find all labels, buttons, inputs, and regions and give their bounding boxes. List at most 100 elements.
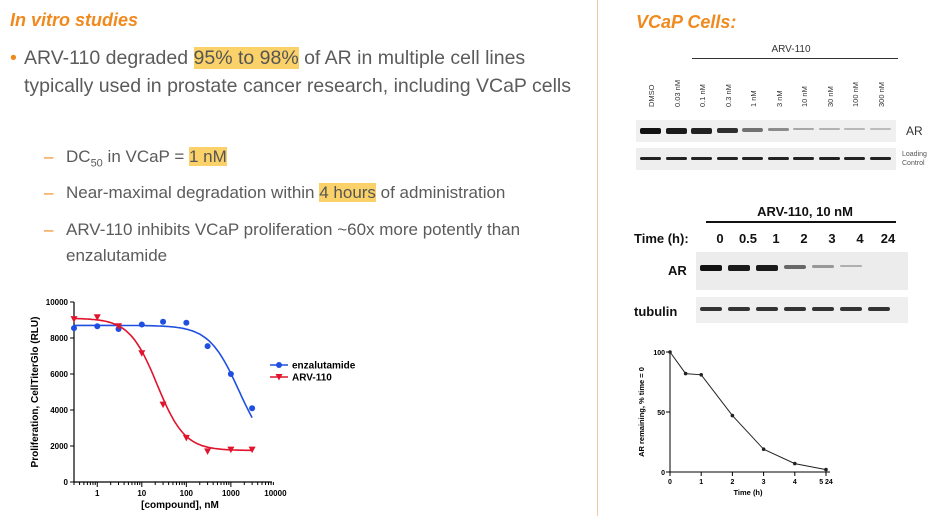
blot2-time-label: Time (h): [634,231,689,246]
time-course-point [668,350,672,354]
blot2-tubulin-band [700,307,722,311]
data-point-enzalutamide [71,325,77,332]
blot1-ar-band [869,128,891,130]
time-course-point [683,371,688,376]
y-tick-label: 2000 [50,442,68,451]
y-tick-label: 0 [661,470,665,477]
blot1-lane-label: 10 nM [800,86,809,107]
blot1-loading-band [869,157,891,160]
blot1-lane-label: 300 nM [876,81,886,107]
dc-highlight: 1 nM [188,147,227,166]
time-course-chart: 0 50 100 0 1 2 3 4 5 24 Time (h) AR remaining, % t… [637,350,833,497]
blot2-time-value: 2 [800,231,808,246]
blot2-ar-band [756,265,778,271]
x-tick-label: 0 [668,479,672,486]
fit-curve-arv-110 [73,317,253,452]
data-point-enzalutamide [227,371,234,377]
y-tick-label: 6000 [50,370,68,379]
legend-marker [275,374,283,381]
blot1-loading-band [767,157,789,160]
x-axis-label: Time (h) [733,488,763,497]
blot2-time-value: 3 [828,231,836,246]
data-point-arv-110 [227,446,235,454]
x-tick-label: 2 [730,479,734,486]
blot2-ar-band [784,265,806,269]
data-point-enzalutamide [249,405,256,412]
blot2-title-line [706,221,896,223]
blot1-loading-band [742,157,763,160]
blot1-ar-band [742,128,763,132]
time-highlight: 4 hours [319,183,376,202]
section-heading: In vitro studies [10,10,139,30]
blot1-loading-band [716,157,738,160]
blot2-time-value: 0.5 [738,231,758,246]
blot2-title: ARV-110, 10 nM [757,204,853,219]
x-axis-label: [compound], nM [141,500,219,511]
time-course-point [730,413,735,418]
x-tick-label: 10000 [264,489,287,498]
blot1-loading-band [818,157,840,160]
time-course-point [793,461,797,466]
x-tick-label: 100 [180,489,194,498]
y-tick-label: 4000 [50,406,68,415]
blot1-ar-band [767,128,789,131]
blot2-tubulin-band [728,307,750,311]
data-point-arv-110 [204,448,212,455]
time-course-point [699,373,703,377]
y-axis-label: Proliferation, CellTiterGlo (RLU) [30,317,41,468]
data-point-enzalutamide [183,319,190,326]
blot1-group-line [692,58,898,59]
blot1-ar-strip [636,120,896,142]
sub-dash: – [44,147,54,166]
dc-mid: in VCaP = [102,147,189,166]
y-tick-label: 10000 [46,298,69,307]
data-point-enzalutamide [160,318,167,325]
data-point-arv-110 [182,434,190,442]
blot2-ar-strip [696,252,908,290]
x-tick-label: 1 [95,489,100,498]
blot1-loading-strip [636,148,896,170]
y-tick-label: 50 [657,410,665,417]
data-point-arv-110 [248,446,256,454]
blot1-loading-label: Loading Control [902,150,927,168]
blot1-group-label: ARV-110 [771,44,811,55]
blot2-tubulin-label: tubulin [634,304,678,319]
blot1-ar-band [844,128,865,130]
column-divider [597,0,598,516]
blot1-lane-label: DMSO [647,84,656,108]
data-point-arv-110 [115,323,123,330]
vcap-heading: VCaP Cells: [636,12,737,32]
blot2-ar-band [840,265,862,267]
data-point-enzalutamide [94,323,101,330]
blot1-ar-band [818,128,840,130]
sub-dash: – [44,220,54,239]
x-tick-label: 1000 [222,489,240,498]
y-tick-label: 0 [64,478,69,487]
blot1-lane-label: 0.3 nM [723,84,733,107]
blot2-tubulin-band [756,307,778,311]
blot2-time-value: 24 [880,231,896,246]
blot1-loading-band [691,157,712,160]
data-point-enzalutamide [204,343,211,350]
blot1-lane-label: 30 nM [825,86,835,107]
x-tick-label: 4 [793,479,797,486]
blot1-lane-label: 0.03 nM [672,79,682,107]
data-point-arv-110 [159,401,167,409]
y-axis-label: AR remaining, % time = 0 [637,367,646,457]
data-point-arv-110 [70,316,78,323]
blot2-time-value: 4 [856,231,864,246]
blot1-ar-label: AR [906,124,923,138]
legend-marker [276,362,282,368]
dc-label: DC [66,147,91,166]
blot1-loading-band [640,157,661,160]
blot1-loading-band [844,157,865,160]
x-tick-label: 5 24 [819,479,833,486]
loading-label-line1: Loading [902,151,927,158]
proliferation-text: ARV-110 inhibits VCaP proliferation ~60x… [66,220,521,265]
blot1-loading-band [793,157,814,160]
blot1-ar-band [640,128,661,134]
blot1-ar-band [793,128,814,130]
dose-response-chart: 0 2000 4000 6000 8000 10000 1 10 100 1000 10000 [co… [30,298,356,511]
blot1-lane-label: 1 nM [749,90,758,107]
x-tick-label: 3 [762,479,766,486]
